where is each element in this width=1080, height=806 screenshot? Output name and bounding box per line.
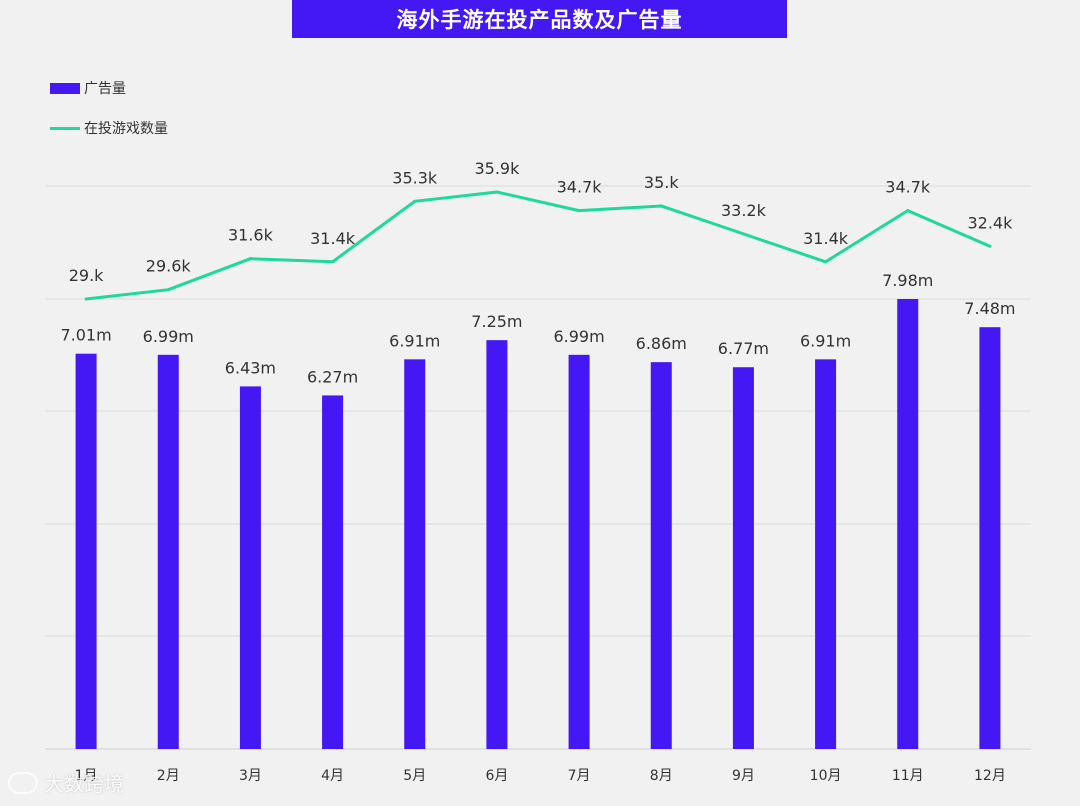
bar-value-label: 6.91m xyxy=(800,331,851,350)
line-point xyxy=(413,199,417,203)
x-tick-label: 11月 xyxy=(892,768,924,784)
line-value-label: 31.4k xyxy=(310,229,356,248)
line-point xyxy=(495,190,499,194)
line-point xyxy=(906,209,910,213)
legend-line-swatch xyxy=(50,126,80,130)
line-point xyxy=(988,244,992,248)
line-value-label: 31.4k xyxy=(803,229,849,248)
bar-value-label: 6.91m xyxy=(389,331,440,350)
line-point xyxy=(577,209,581,213)
bar xyxy=(979,327,1001,749)
line-value-label: 29.k xyxy=(69,266,104,285)
bar-value-label: 6.43m xyxy=(225,358,276,377)
x-tick-label: 5月 xyxy=(403,768,426,784)
legend-item-bar: 广告量 xyxy=(50,78,168,98)
bar-value-label: 7.98m xyxy=(882,271,933,290)
chart-legend: 广告量 在投游戏数量 xyxy=(50,78,168,158)
line-point xyxy=(84,297,88,301)
line-value-label: 35.k xyxy=(644,173,679,192)
line-value-label: 35.9k xyxy=(474,159,520,178)
x-tick-label: 9月 xyxy=(732,768,755,784)
bar xyxy=(815,359,837,749)
bar-value-label: 6.77m xyxy=(718,339,769,358)
line-point xyxy=(166,288,170,292)
bar-value-label: 6.27m xyxy=(307,367,358,386)
chart-title: 海外手游在投产品数及广告量 xyxy=(292,0,787,38)
bar xyxy=(322,395,344,749)
bar-value-label: 7.48m xyxy=(964,299,1015,318)
x-tick-label: 7月 xyxy=(568,768,591,784)
line-series xyxy=(85,190,991,301)
line-point xyxy=(824,260,828,264)
x-tick-label: 4月 xyxy=(321,768,344,784)
x-tick-label: 10月 xyxy=(810,768,842,784)
bar xyxy=(404,359,426,749)
x-tick-label: 6月 xyxy=(485,768,508,784)
line-value-label: 29.6k xyxy=(146,257,192,276)
x-tick-label: 2月 xyxy=(157,768,180,784)
x-tick-label: 12月 xyxy=(974,768,1006,784)
line-value-label: 33.2k xyxy=(721,201,767,220)
watermark: 大数跨境 xyxy=(8,768,124,797)
legend-bar-swatch xyxy=(50,82,80,94)
x-tick-label: 1月 xyxy=(75,768,98,784)
line-point xyxy=(331,260,335,264)
bar xyxy=(239,386,261,749)
line-value-label: 31.6k xyxy=(228,226,274,245)
x-tick-label: 3月 xyxy=(239,768,262,784)
line-value-label: 32.4k xyxy=(967,213,1013,232)
line-point xyxy=(741,232,745,236)
legend-bar-label: 广告量 xyxy=(84,81,126,97)
watermark-text: 大数跨境 xyxy=(44,772,124,796)
bar xyxy=(75,353,97,749)
line-value-label: 34.7k xyxy=(557,178,603,197)
line-value-label: 34.7k xyxy=(885,178,931,197)
line-point xyxy=(659,204,663,208)
bar-value-label: 6.86m xyxy=(636,334,687,353)
legend-line-label: 在投游戏数量 xyxy=(84,121,168,137)
bar xyxy=(732,367,754,749)
bar-value-label: 7.25m xyxy=(471,312,522,331)
bar-value-label: 7.01m xyxy=(60,326,111,345)
bar xyxy=(486,340,508,749)
bar xyxy=(650,362,672,749)
legend-item-line: 在投游戏数量 xyxy=(50,118,168,138)
bar-value-label: 6.99m xyxy=(553,327,604,346)
bar xyxy=(897,299,919,749)
brand-logo-icon xyxy=(8,771,38,794)
line-point xyxy=(248,257,252,261)
x-tick-label: 8月 xyxy=(650,768,673,784)
line-value-label: 35.3k xyxy=(392,168,438,187)
bar-value-label: 6.99m xyxy=(143,327,194,346)
bar xyxy=(157,354,179,749)
bar xyxy=(568,354,590,749)
